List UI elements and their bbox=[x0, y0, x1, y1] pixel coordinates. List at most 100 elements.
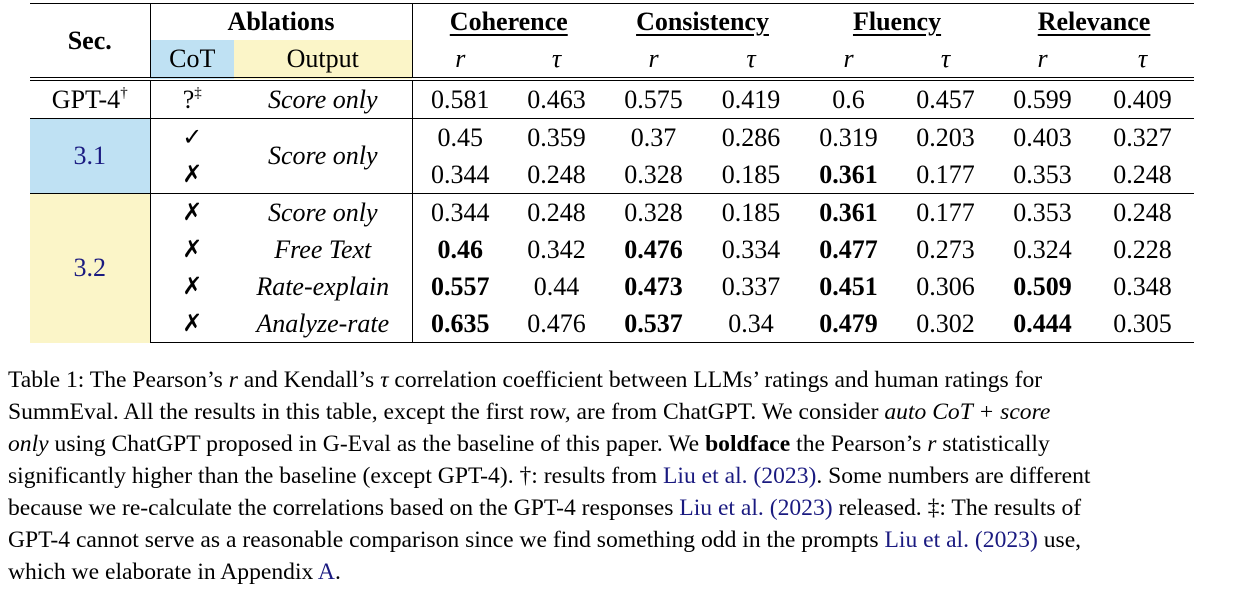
value-cell: 0.509 bbox=[1013, 271, 1072, 301]
value-cell: 0.476 bbox=[508, 305, 606, 343]
value-cell: 0.342 bbox=[527, 234, 586, 264]
citation-link[interactable]: Liu et al. (2023) bbox=[679, 495, 833, 521]
output-cell: Score only bbox=[234, 193, 413, 231]
r-header: r bbox=[455, 43, 466, 73]
cot-cell: ✗ bbox=[150, 193, 234, 231]
tau-header: τ bbox=[940, 43, 951, 73]
fluency-header: Fluency bbox=[800, 3, 995, 40]
value-cell: 0.177 bbox=[897, 193, 995, 231]
value-cell: 0.348 bbox=[1113, 271, 1172, 301]
sec-cell: 3.1 bbox=[30, 118, 151, 194]
value-cell: 0.248 bbox=[508, 193, 606, 231]
value-cell: 0.477 bbox=[819, 234, 878, 264]
value-cell: 0.353 bbox=[1013, 159, 1072, 189]
output-cell: Score only bbox=[234, 118, 413, 194]
output-cell: Analyze-rate bbox=[234, 305, 413, 343]
consistency-header: Consistency bbox=[605, 3, 801, 40]
value-cell: 0.185 bbox=[702, 193, 801, 231]
value-cell: 0.457 bbox=[897, 77, 995, 119]
value-cell: 0.353 bbox=[994, 193, 1092, 231]
caption-line: significantly higher than the baseline (… bbox=[8, 463, 1091, 489]
value-cell: 0.451 bbox=[819, 271, 878, 301]
cot-cell: ✗ bbox=[150, 305, 234, 343]
value-cell: 0.337 bbox=[721, 271, 781, 301]
caption-line: which we elaborate in Appendix A. bbox=[8, 559, 341, 585]
value-cell: 0.557 bbox=[431, 271, 490, 301]
appendix-link[interactable]: A bbox=[317, 559, 335, 585]
output-cell: Score only bbox=[234, 77, 413, 119]
value-cell: 0.37 bbox=[605, 118, 703, 156]
sec-header: Sec. bbox=[30, 3, 151, 79]
value-cell: 0.328 bbox=[624, 159, 683, 189]
value-cell: 0.6 bbox=[800, 77, 898, 119]
value-cell: 0.476 bbox=[624, 234, 683, 264]
citation-link[interactable]: Liu et al. (2023) bbox=[663, 463, 817, 489]
value-cell: 0.185 bbox=[721, 159, 781, 189]
caption-line: GPT-4 cannot serve as a reasonable compa… bbox=[8, 527, 1082, 553]
cot-cell: ✗ bbox=[182, 162, 203, 188]
value-cell: 0.328 bbox=[605, 193, 703, 231]
value-cell: 0.319 bbox=[800, 118, 898, 156]
value-cell: 0.635 bbox=[412, 305, 509, 343]
table-row: ✗ Rate-explain 0.557 0.44 0.473 0.337 0.… bbox=[30, 268, 1194, 305]
value-cell: 0.306 bbox=[916, 271, 975, 301]
header-row-2: CoT Output r τ r τ r τ r τ bbox=[30, 40, 1194, 79]
cot-cell: ✗ bbox=[182, 237, 203, 263]
value-cell: 0.273 bbox=[916, 234, 975, 264]
value-cell: 0.177 bbox=[916, 159, 975, 189]
relevance-header: Relevance bbox=[994, 3, 1195, 40]
value-cell: 0.537 bbox=[605, 305, 703, 343]
output-cell: Free Text bbox=[234, 231, 413, 268]
output-cell: Rate-explain bbox=[234, 268, 413, 305]
value-cell: 0.361 bbox=[819, 159, 878, 189]
tau-header: τ bbox=[551, 43, 562, 73]
r-header: r bbox=[648, 43, 659, 73]
value-cell: 0.248 bbox=[1091, 193, 1195, 231]
value-cell: 0.361 bbox=[800, 193, 898, 231]
value-cell: 0.305 bbox=[1091, 305, 1195, 343]
value-cell: 0.302 bbox=[897, 305, 995, 343]
sec-cell: 3.2 bbox=[30, 193, 151, 343]
value-cell: 0.228 bbox=[1113, 234, 1172, 264]
value-cell: 0.409 bbox=[1091, 77, 1195, 119]
cot-cell: ✓ bbox=[150, 118, 234, 156]
table-row: 3.2 ✗ Score only 0.344 0.248 0.328 0.185… bbox=[30, 193, 1195, 343]
r-header: r bbox=[1037, 43, 1048, 73]
value-cell: 0.463 bbox=[508, 77, 606, 119]
header-row-1: Sec. Ablations Coherence Consistency Flu… bbox=[30, 3, 1195, 79]
value-cell: 0.575 bbox=[605, 77, 703, 119]
r-header: r bbox=[843, 43, 854, 73]
tau-header: τ bbox=[1137, 43, 1148, 73]
value-cell: 0.599 bbox=[994, 77, 1092, 119]
caption-line: because we re-calculate the correlations… bbox=[8, 495, 1082, 521]
value-cell: 0.248 bbox=[527, 159, 586, 189]
value-cell: 0.359 bbox=[508, 118, 606, 156]
value-cell: 0.473 bbox=[624, 271, 683, 301]
caption-line: SummEval. All the results in this table,… bbox=[8, 399, 1051, 425]
value-cell: 0.327 bbox=[1091, 118, 1195, 156]
cot-cell: ✗ bbox=[182, 274, 203, 300]
table-row: 3.1 ✓ Score only 0.45 0.359 0.37 0.286 0… bbox=[30, 118, 1195, 194]
value-cell: 0.334 bbox=[721, 234, 781, 264]
value-cell: 0.444 bbox=[994, 305, 1092, 343]
coherence-header: Coherence bbox=[412, 3, 606, 40]
output-header: Output bbox=[234, 40, 413, 79]
value-cell: 0.581 bbox=[412, 77, 509, 119]
value-cell: 0.403 bbox=[994, 118, 1092, 156]
value-cell: 0.479 bbox=[800, 305, 898, 343]
table-row: GPT-4† ?‡ Score only 0.581 0.463 0.575 0… bbox=[30, 77, 1195, 119]
cot-header: CoT bbox=[150, 40, 234, 79]
caption-line: Table 1: The Pearson’s r and Kendall’s τ… bbox=[8, 367, 1043, 393]
value-cell: 0.45 bbox=[412, 118, 509, 156]
citation-link[interactable]: Liu et al. (2023) bbox=[884, 527, 1038, 553]
results-table: Sec. Ablations Coherence Consistency Flu… bbox=[30, 3, 1195, 343]
caption-line: only using ChatGPT proposed in G-Eval as… bbox=[8, 431, 1050, 457]
tau-header: τ bbox=[746, 43, 756, 73]
value-cell: 0.46 bbox=[437, 234, 484, 264]
value-cell: 0.248 bbox=[1113, 159, 1172, 189]
value-cell: 0.419 bbox=[702, 77, 801, 119]
value-cell: 0.286 bbox=[702, 118, 801, 156]
value-cell: 0.324 bbox=[1013, 234, 1072, 264]
table-caption: Table 1: The Pearson’s r and Kendall’s τ… bbox=[8, 364, 1238, 588]
value-cell: 0.344 bbox=[431, 159, 490, 189]
